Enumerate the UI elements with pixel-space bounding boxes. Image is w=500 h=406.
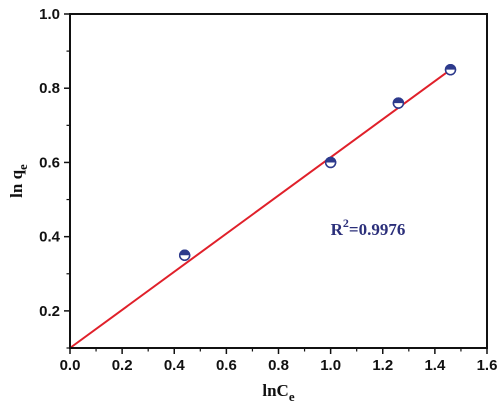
x-tick-label: 1.0 (320, 357, 341, 374)
x-tick-label: 0.6 (216, 357, 237, 374)
x-tick-label: 0.4 (164, 357, 186, 374)
data-point (178, 249, 191, 261)
data-point (392, 97, 405, 109)
x-tick-label: 1.2 (372, 357, 393, 374)
y-axis-title: ln qe (7, 164, 30, 198)
y-tick-label: 0.8 (39, 80, 60, 97)
x-tick-label: 0.8 (268, 357, 289, 374)
fit-line-group (69, 68, 452, 349)
r-squared-annotation: R2=0.9976 (331, 216, 406, 239)
y-tick-label: 0.4 (39, 229, 61, 246)
x-tick-label: 0.2 (112, 357, 133, 374)
y-tick-label: 1.0 (39, 6, 60, 23)
fit-line (69, 68, 452, 349)
y-tick-label: 0.6 (39, 154, 60, 171)
x-tick-label: 1.6 (477, 357, 498, 374)
data-point (444, 63, 457, 76)
plot-frame (69, 13, 488, 349)
data-points (178, 63, 457, 261)
axis-ticks: 0.0 0.2 0.4 0.6 0.8 1.0 1.2 1.4 1.6 0.2 0.4 0.6 0.8 1… (39, 6, 497, 374)
data-point (324, 156, 337, 169)
x-tick-label: 1.4 (424, 357, 446, 374)
x-tick-label: 0.0 (60, 357, 81, 374)
x-axis-title: lnCe (262, 381, 294, 404)
y-tick-label: 0.2 (39, 303, 60, 320)
